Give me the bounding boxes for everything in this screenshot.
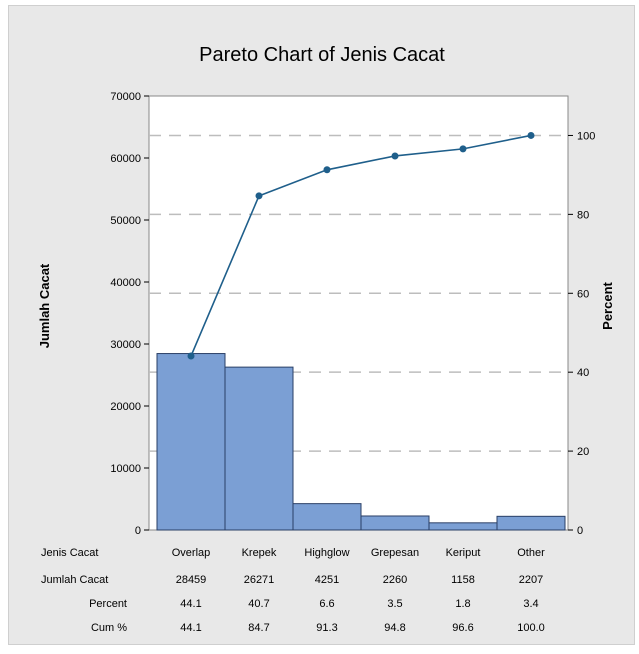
y2-axis-title: Percent [600,281,615,329]
cumulative-point [255,192,263,200]
right-tick-label: 0 [577,525,583,537]
bar [496,515,566,531]
right-tick-label: 80 [577,209,589,221]
table-cell: 28459 [176,574,207,586]
table-row-header: Jenis Cacat [41,547,98,559]
right-tick-label: 40 [577,367,589,379]
right-tick-label: 60 [577,288,589,300]
bar [428,522,498,531]
table-cell: 96.6 [452,622,473,634]
left-tick-label: 50000 [110,215,141,227]
cumulative-point [323,166,331,174]
table-cell: 3.5 [387,598,402,610]
table-cell: 1158 [451,574,475,586]
table-cell: 94.8 [384,622,405,634]
table-cell: 91.3 [316,622,337,634]
left-tick-label: 20000 [110,401,141,413]
table-row-header: Jumlah Cacat [41,574,108,586]
cumulative-point [527,131,535,139]
cumulative-point [391,152,399,160]
cumulative-line [190,134,532,357]
bar [292,503,362,531]
left-axis: 0 10000 20000 30000 40000 50000 60000 70000 [110,91,149,537]
y-axis-title: Jumlah Cacat [37,263,52,348]
pareto-chart: Pareto Chart of Jenis Cacat 0 10000 20000 3… [37,44,615,634]
table-cell: 1.8 [455,598,470,610]
table-cell: 2207 [519,574,543,586]
cumulative-point [459,145,467,153]
bars-layer [156,353,566,531]
table-row-header: Cum % [91,622,127,634]
table-cell: 44.1 [180,622,201,634]
table-cell: 40.7 [248,598,269,610]
left-tick-label: 40000 [110,277,141,289]
table-row-header: Percent [89,598,127,610]
table-cell: 6.6 [319,598,334,610]
cumulative-line-layer [187,131,535,360]
chart-frame: Pareto Chart of Jenis Cacat 0 10000 20000 3… [8,5,635,645]
right-tick-label: 100 [577,130,595,142]
table-cell: Grepesan [371,547,419,559]
bar [156,353,226,531]
left-tick-label: 0 [135,525,141,537]
table-cell: 44.1 [180,598,201,610]
right-axis: 0 20 40 60 80 100 [568,130,595,537]
table-cell: Keriput [446,547,481,559]
cumulative-point [187,352,195,360]
table-cell: 2260 [383,574,407,586]
left-tick-label: 10000 [110,463,141,475]
table-cell: 3.4 [523,598,538,610]
left-tick-label: 30000 [110,339,141,351]
table-cell: 84.7 [248,622,269,634]
bar [224,366,294,531]
table-cell: Other [517,547,545,559]
data-table: Jenis Cacat Jumlah Cacat Percent Cum % Overl… [41,547,545,634]
table-cell: Krepek [242,547,277,559]
table-cell: Highglow [304,547,349,559]
left-tick-label: 70000 [110,91,141,103]
chart-title: Pareto Chart of Jenis Cacat [199,44,445,66]
bar [360,515,430,531]
right-tick-label: 20 [577,446,589,458]
table-cell: Overlap [172,547,211,559]
left-tick-label: 60000 [110,153,141,165]
table-cell: 26271 [244,574,275,586]
table-cell: 4251 [315,574,339,586]
table-cell: 100.0 [517,622,545,634]
